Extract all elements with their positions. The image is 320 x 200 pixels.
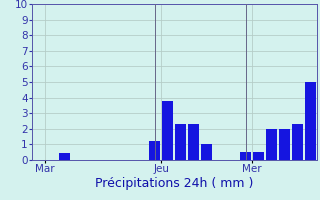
Bar — [253, 152, 264, 160]
Bar — [175, 124, 186, 160]
Bar — [163, 101, 173, 160]
Bar — [149, 141, 161, 160]
X-axis label: Précipitations 24h ( mm ): Précipitations 24h ( mm ) — [95, 177, 253, 190]
Bar — [279, 129, 290, 160]
Bar — [201, 144, 212, 160]
Bar — [292, 124, 303, 160]
Bar — [59, 153, 70, 160]
Bar — [266, 129, 277, 160]
Bar — [240, 152, 251, 160]
Bar — [305, 82, 316, 160]
Bar — [188, 124, 199, 160]
